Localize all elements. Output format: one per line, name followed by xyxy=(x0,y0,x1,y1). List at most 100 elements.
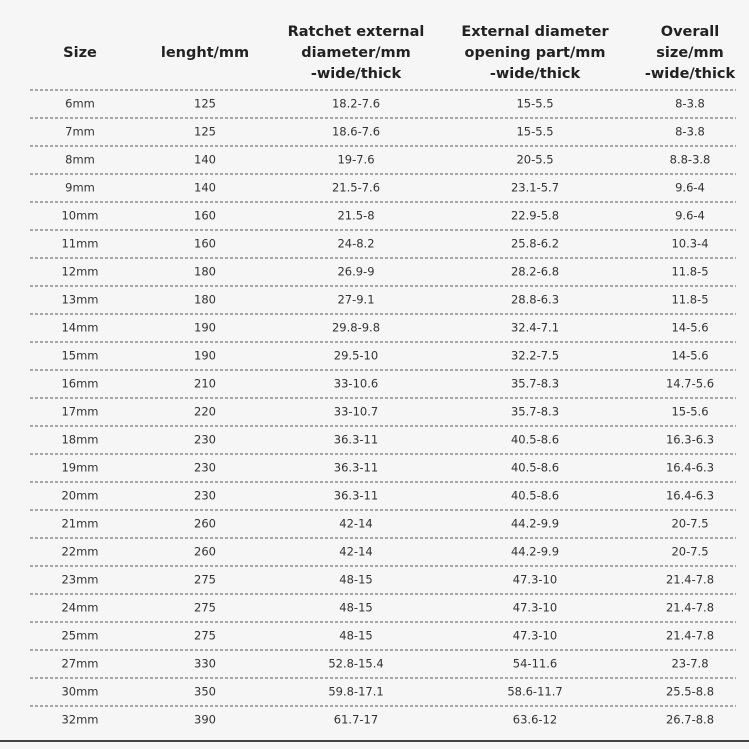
cell: 20mm xyxy=(61,489,98,503)
cell: 42-14 xyxy=(339,517,372,531)
cell: 140 xyxy=(194,181,216,195)
cell: 7mm xyxy=(65,125,95,139)
cell: 54-11.6 xyxy=(513,657,557,671)
cell: 20-7.5 xyxy=(671,545,708,559)
cell: 61.7-17 xyxy=(334,713,378,727)
cell: 125 xyxy=(194,97,216,111)
header-cell: Size xyxy=(63,45,97,61)
cell: 36.3-11 xyxy=(334,461,378,475)
cell: 275 xyxy=(194,629,216,643)
cell: 52.8-15.4 xyxy=(328,657,383,671)
cell: 20-5.5 xyxy=(516,153,553,167)
cell: 140 xyxy=(194,153,216,167)
cell: 13mm xyxy=(61,293,98,307)
header-cell: Ratchet external xyxy=(288,24,425,40)
cell: 18.6-7.6 xyxy=(332,125,380,139)
cell: 275 xyxy=(194,601,216,615)
cell: 11.8-5 xyxy=(671,293,708,307)
cell: 15mm xyxy=(61,349,98,363)
cell: 17mm xyxy=(61,405,98,419)
cell: 330 xyxy=(194,657,216,671)
cell: 14-5.6 xyxy=(671,349,708,363)
cell: 19mm xyxy=(61,461,98,475)
cell: 47.3-10 xyxy=(513,573,557,587)
cell: 35.7-8.3 xyxy=(511,377,559,391)
cell: 21.5-7.6 xyxy=(332,181,380,195)
cell: 44.2-9.9 xyxy=(511,545,559,559)
cell: 230 xyxy=(194,489,216,503)
cell: 36.3-11 xyxy=(334,433,378,447)
cell: 11.8-5 xyxy=(671,265,708,279)
header-cell: size/mm xyxy=(656,45,723,61)
cell: 63.6-12 xyxy=(513,713,557,727)
cell: 8.8-3.8 xyxy=(670,153,711,167)
cell: 40.5-8.6 xyxy=(511,461,559,475)
cell: 9.6-4 xyxy=(675,181,705,195)
cell: 12mm xyxy=(61,265,98,279)
cell: 48-15 xyxy=(339,629,372,643)
cell: 125 xyxy=(194,125,216,139)
cell: 32.4-7.1 xyxy=(511,321,559,335)
cell: 6mm xyxy=(65,97,95,111)
cell: 230 xyxy=(194,461,216,475)
cell: 24mm xyxy=(61,601,98,615)
cell: 210 xyxy=(194,377,216,391)
cell: 180 xyxy=(194,293,216,307)
cell: 18.2-7.6 xyxy=(332,97,380,111)
cell: 390 xyxy=(194,713,216,727)
cell: 15-5.5 xyxy=(516,97,553,111)
cell: 23-7.8 xyxy=(671,657,708,671)
cell: 16.4-6.3 xyxy=(666,489,714,503)
header-cell: diameter/mm xyxy=(301,45,411,61)
cell: 58.6-11.7 xyxy=(507,685,562,699)
cell: 10mm xyxy=(61,209,98,223)
header-cell: External diameter xyxy=(461,24,609,40)
cell: 230 xyxy=(194,433,216,447)
cell: 32.2-7.5 xyxy=(511,349,559,363)
cell: 275 xyxy=(194,573,216,587)
cell: 15-5.5 xyxy=(516,125,553,139)
cell: 21.5-8 xyxy=(337,209,374,223)
header-cell: opening part/mm xyxy=(465,45,606,61)
cell: 23.1-5.7 xyxy=(511,181,559,195)
cell: 40.5-8.6 xyxy=(511,433,559,447)
cell: 47.3-10 xyxy=(513,629,557,643)
cell: 28.2-6.8 xyxy=(511,265,559,279)
cell: 14-5.6 xyxy=(671,321,708,335)
cell: 18mm xyxy=(61,433,98,447)
cell: 16.3-6.3 xyxy=(666,433,714,447)
cell: 160 xyxy=(194,237,216,251)
cell: 350 xyxy=(194,685,216,699)
cell: 20-7.5 xyxy=(671,517,708,531)
cell: 16.4-6.3 xyxy=(666,461,714,475)
cell: 26.7-8.8 xyxy=(666,713,714,727)
cell: 33-10.7 xyxy=(334,405,378,419)
cell: 25mm xyxy=(61,629,98,643)
cell: 8-3.8 xyxy=(675,97,705,111)
header-cell: Overall xyxy=(661,24,720,40)
header-cell: -wide/thick xyxy=(490,66,581,82)
cell: 11mm xyxy=(61,237,98,251)
cell: 190 xyxy=(194,349,216,363)
cell: 48-15 xyxy=(339,601,372,615)
cell: 21mm xyxy=(61,517,98,531)
cell: 40.5-8.6 xyxy=(511,489,559,503)
cell: 29.5-10 xyxy=(334,349,378,363)
cell: 33-10.6 xyxy=(334,377,378,391)
cell: 21.4-7.8 xyxy=(666,573,714,587)
cell: 32mm xyxy=(61,713,98,727)
cell: 21.4-7.8 xyxy=(666,601,714,615)
cell: 14.7-5.6 xyxy=(666,377,714,391)
cell: 23mm xyxy=(61,573,98,587)
cell: 35.7-8.3 xyxy=(511,405,559,419)
header-cell: lenght/mm xyxy=(161,45,249,61)
cell: 25.8-6.2 xyxy=(511,237,559,251)
cell: 22mm xyxy=(61,545,98,559)
cell: 260 xyxy=(194,545,216,559)
cell: 24-8.2 xyxy=(337,237,374,251)
cell: 15-5.6 xyxy=(671,405,708,419)
cell: 59.8-17.1 xyxy=(328,685,383,699)
cell: 48-15 xyxy=(339,573,372,587)
cell: 26.9-9 xyxy=(337,265,374,279)
